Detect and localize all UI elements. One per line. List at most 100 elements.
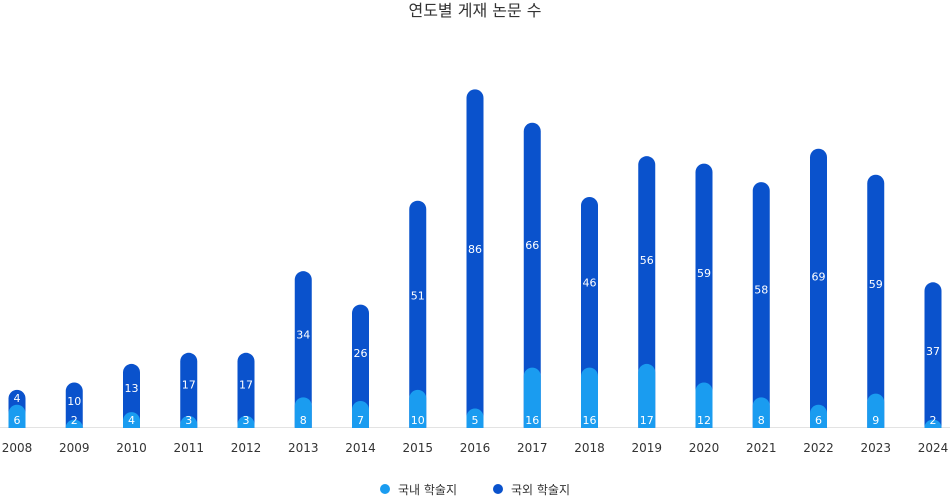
x-tick-label: 2013	[288, 441, 319, 455]
bar-base-mask	[408, 428, 428, 439]
x-tick-label: 2019	[631, 441, 662, 455]
x-tick-label: 2017	[517, 441, 548, 455]
data-label-domestic: 8	[300, 414, 307, 427]
bar-base-mask	[522, 428, 542, 439]
data-label-domestic: 16	[583, 414, 597, 427]
legend-label-international: 국외 학술지	[511, 482, 571, 497]
data-label-domestic: 4	[128, 414, 135, 427]
bar-base-mask	[809, 428, 828, 439]
data-label-international: 66	[525, 239, 539, 252]
data-label-international: 17	[182, 378, 196, 391]
bar-international	[409, 200, 427, 436]
data-label-domestic: 3	[243, 414, 250, 427]
x-tick-label: 2011	[173, 441, 204, 455]
bar-base-mask	[7, 428, 27, 439]
bar-base-mask	[866, 428, 886, 439]
bar-base-mask	[923, 428, 943, 439]
x-tick-label: 2014	[345, 441, 376, 455]
data-label-international: 26	[354, 347, 368, 360]
bar-domestic	[867, 393, 885, 436]
bar-base-mask	[236, 428, 256, 439]
plot-area: 6 4 2008 2 10 2009 4 13 2010 3 17 2011 3 17 2012 8 34 201…	[0, 89, 950, 455]
data-label-international: 59	[697, 267, 711, 280]
x-tick-label: 2008	[2, 441, 33, 455]
x-tick-label: 2016	[460, 441, 491, 455]
x-tick-label: 2010	[116, 441, 147, 455]
bar-domestic	[752, 397, 770, 436]
bar-domestic	[638, 363, 656, 436]
bar-domestic	[294, 397, 312, 436]
x-tick-label: 2009	[59, 441, 90, 455]
bar-domestic	[523, 367, 541, 436]
data-label-domestic: 8	[758, 414, 765, 427]
bar-international	[180, 352, 198, 436]
data-label-domestic: 5	[472, 414, 479, 427]
x-tick-label: 2024	[918, 441, 949, 455]
bar-base-mask	[694, 428, 714, 439]
data-label-international: 10	[67, 395, 81, 408]
bar-base-mask	[351, 428, 370, 439]
data-label-international: 56	[640, 254, 654, 267]
bar-domestic	[581, 367, 598, 436]
legend-marker-international	[493, 484, 503, 494]
data-label-international: 69	[812, 271, 826, 284]
bar-base-mask	[179, 428, 199, 439]
data-label-domestic: 6	[815, 414, 822, 427]
legend-label-domestic: 국내 학술지	[397, 482, 457, 497]
data-label-domestic: 12	[697, 414, 711, 427]
data-label-international: 58	[754, 284, 768, 297]
bar-international	[237, 352, 255, 436]
bar-international	[466, 89, 484, 436]
bar-base-mask	[751, 428, 771, 439]
data-label-international: 34	[296, 328, 310, 341]
legend-item-domestic[interactable]: 국내 학술지	[379, 481, 457, 498]
legend-marker-domestic	[379, 484, 390, 494]
x-tick-label: 2020	[689, 441, 720, 455]
x-tick-label: 2022	[803, 441, 834, 455]
x-tick-label: 2015	[402, 441, 433, 455]
data-label-domestic: 7	[357, 414, 364, 427]
bar-base-mask	[580, 428, 599, 439]
data-label-international: 13	[125, 382, 139, 395]
x-tick-label: 2012	[231, 441, 262, 455]
bar-domestic	[352, 401, 369, 436]
data-label-domestic: 17	[640, 414, 654, 427]
bar-domestic	[409, 389, 427, 436]
bar-international	[695, 163, 713, 436]
data-label-domestic: 9	[872, 414, 879, 427]
data-label-domestic: 2	[71, 414, 78, 427]
data-label-international: 46	[583, 276, 597, 289]
data-label-domestic: 16	[525, 414, 539, 427]
data-label-domestic: 10	[411, 414, 425, 427]
bar-domestic	[695, 382, 713, 436]
bar-international	[294, 271, 312, 436]
x-tick-label: 2023	[860, 441, 891, 455]
data-label-international: 59	[869, 278, 883, 291]
bar-domestic	[810, 404, 827, 436]
data-label-international: 37	[926, 345, 940, 358]
legend-item-international[interactable]: 국외 학술지	[493, 481, 570, 498]
bar-base-mask	[637, 428, 657, 439]
data-label-domestic: 6	[14, 414, 21, 427]
x-tick-label: 2021	[746, 441, 777, 455]
bar-international	[523, 122, 541, 436]
bar-base-mask	[122, 428, 141, 439]
x-tick-label: 2018	[574, 441, 605, 455]
data-label-international: 4	[14, 392, 21, 405]
bar-domestic	[8, 404, 26, 436]
bar-international	[752, 182, 770, 436]
data-label-international: 51	[411, 289, 425, 302]
bar-international	[810, 148, 827, 436]
bar-international	[867, 174, 885, 436]
bar-base-mask	[64, 428, 84, 439]
data-label-international: 17	[239, 378, 253, 391]
data-label-international: 86	[468, 243, 482, 256]
bar-base-mask	[293, 428, 313, 439]
data-label-domestic: 3	[185, 414, 192, 427]
chart-title: 연도별 게재 논문 수	[408, 1, 542, 20]
bar-base-mask	[465, 428, 485, 439]
legend: 국내 학술지 국외 학술지	[0, 478, 950, 500]
bar-international	[924, 282, 942, 436]
data-label-domestic: 2	[930, 414, 937, 427]
